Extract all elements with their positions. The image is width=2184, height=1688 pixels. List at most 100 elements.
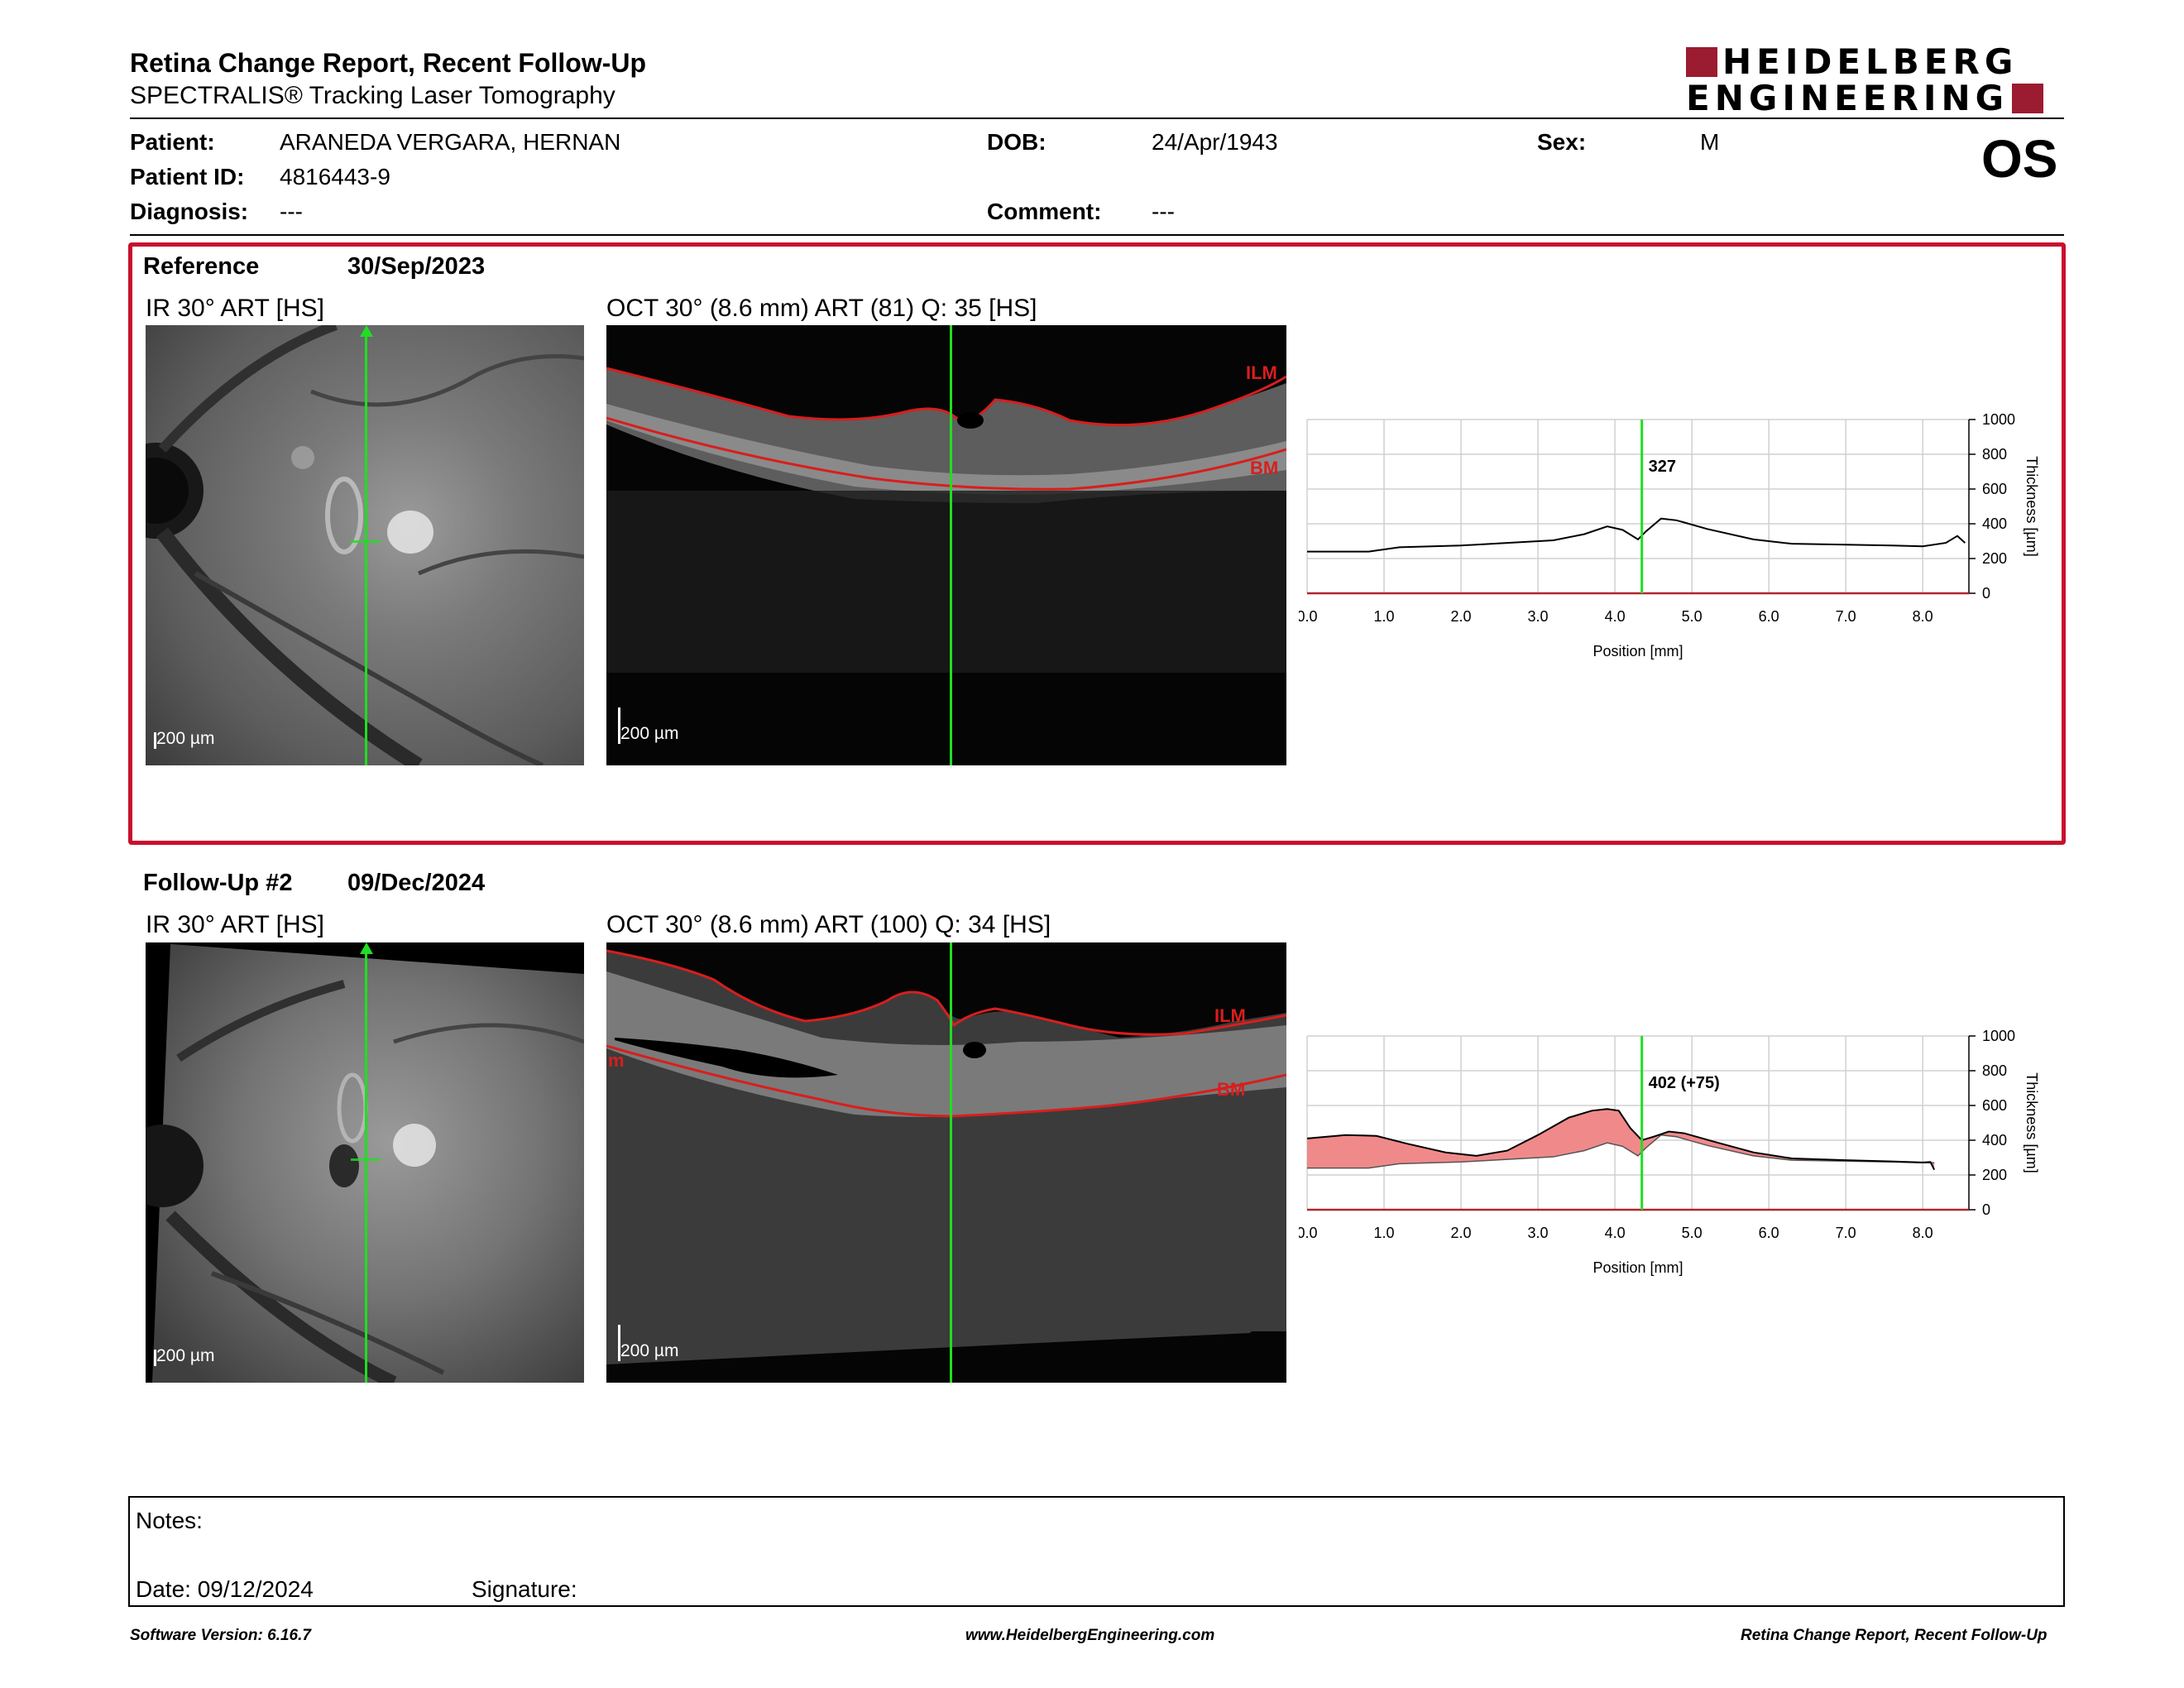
patient-id-label: Patient ID: (130, 164, 245, 189)
y-tick-label: 1000 (1982, 411, 2015, 428)
patient-name: ARANEDA VERGARA, HERNAN (280, 129, 621, 155)
followup-series-line (1306, 1108, 1936, 1171)
reference-ir-scale-text: 200 µm (156, 729, 215, 748)
comment-label: Comment: (987, 199, 1102, 224)
y-tick-label: 400 (1982, 516, 2007, 532)
reference-bm-label: BM (1250, 458, 1279, 478)
followup-ir-caption: IR 30° ART [HS] (146, 911, 324, 938)
reference-ilm-label: ILM (1246, 362, 1277, 383)
x-tick-label: 6.0 (1759, 1225, 1779, 1241)
logo-line-2: ENGINEERING (1686, 78, 2009, 118)
followup-thickness-chart: 0.0 1.0 2.0 3.0 4.0 5.0 6.0 7.0 8.0 0 200 400 600 800… (1299, 1028, 2040, 1276)
crosshair-icon (351, 1158, 381, 1161)
followup-oct-image: m ILM BM 200 µm (606, 942, 1286, 1383)
followup-oct-scale-text: 200 µm (620, 1341, 679, 1360)
dob-label: DOB: (987, 129, 1046, 155)
followup-oct-scan-line (950, 942, 952, 1383)
x-tick-label: 2.0 (1451, 1225, 1472, 1241)
report-subtitle: SPECTRALIS® Tracking Laser Tomography (130, 82, 615, 109)
patient-id: 4816443-9 (280, 164, 390, 189)
y-axis-label: Thickness [µm] (2024, 456, 2040, 556)
reference-oct-scan-line (950, 325, 952, 765)
sex-label: Sex: (1537, 129, 1587, 155)
arrow-up-icon (360, 325, 373, 337)
patient-divider (130, 234, 2064, 236)
y-tick-label: 200 (1982, 550, 2007, 567)
x-tick-label: 5.0 (1682, 1225, 1703, 1241)
y-tick-label: 1000 (1982, 1028, 2015, 1044)
followup-ir-scale-text: 200 µm (156, 1346, 215, 1365)
x-tick-label: 8.0 (1913, 1225, 1933, 1241)
reference-ir-caption: IR 30° ART [HS] (146, 295, 324, 322)
followup-m-label: m (608, 1050, 625, 1071)
x-tick-label: 0.0 (1299, 1225, 1318, 1241)
arrow-up-icon (360, 942, 373, 954)
patient-label: Patient: (130, 129, 215, 155)
crosshair-icon (351, 540, 381, 543)
x-tick-label: 3.0 (1528, 608, 1549, 625)
notes-box (128, 1496, 2065, 1607)
heidelberg-logo: HEIDELBERG ENGINEERING (1686, 41, 2060, 118)
reference-date: 30/Sep/2023 (347, 253, 486, 280)
marker-value-label: 327 (1649, 458, 1676, 476)
y-tick-label: 400 (1982, 1132, 2007, 1149)
y-tick-label: 200 (1982, 1167, 2007, 1183)
x-tick-label: 7.0 (1836, 1225, 1856, 1241)
reference-frame (128, 242, 2066, 845)
comment-value: --- (1152, 199, 1175, 224)
footer-report-name: Retina Change Report, Recent Follow-Up (1741, 1627, 2048, 1644)
signature-label: Signature: (472, 1576, 577, 1602)
notes-label: Notes: (136, 1508, 203, 1533)
x-tick-label: 3.0 (1528, 1225, 1549, 1241)
y-tick-label: 600 (1982, 481, 2007, 497)
x-tick-label: 8.0 (1913, 608, 1933, 625)
reference-oct-scale: 200 µm (618, 707, 678, 744)
followup-ir-scale: 200 µm (154, 1346, 214, 1366)
y-tick-label: 600 (1982, 1097, 2007, 1114)
reference-ir-image: 200 µm (146, 325, 584, 765)
diagnosis-value: --- (280, 199, 303, 224)
sex-value: M (1700, 129, 1720, 155)
followup-ilm-label: ILM (1214, 1005, 1246, 1026)
x-tick-label: 4.0 (1605, 1225, 1626, 1241)
x-tick-label: 6.0 (1759, 608, 1779, 625)
footer-website: www.HeidelbergEngineering.com (965, 1627, 1215, 1644)
reference-oct-caption: OCT 30° (8.6 mm) ART (81) Q: 35 [HS] (606, 295, 1037, 322)
followup-label: Follow-Up #2 (143, 870, 293, 896)
logo-line-1: HEIDELBERG (1722, 41, 2019, 82)
reference-ir-scan-line (365, 332, 367, 765)
diagnosis-label: Diagnosis: (130, 199, 249, 224)
reference-oct-image: ILM BM 200 µm (606, 325, 1286, 765)
dob-value: 24/Apr/1943 (1152, 129, 1278, 155)
x-axis-label: Position [mm] (1592, 1259, 1683, 1276)
eye-indicator: OS (1981, 129, 2058, 189)
reference-ir-scale: 200 µm (154, 729, 214, 749)
y-tick-label: 0 (1982, 585, 1990, 602)
followup-bm-label: BM (1217, 1079, 1246, 1100)
y-tick-label: 800 (1982, 1062, 2007, 1079)
x-tick-label: 2.0 (1451, 608, 1472, 625)
marker-value-label: 402 (+75) (1649, 1074, 1720, 1092)
followup-date: 09/Dec/2024 (347, 870, 486, 896)
x-tick-label: 1.0 (1374, 608, 1395, 625)
reference-label: Reference (143, 253, 260, 280)
followup-oct-scale: 200 µm (618, 1325, 678, 1361)
x-tick-label: 5.0 (1682, 608, 1703, 625)
notes-date: Date: 09/12/2024 (136, 1576, 314, 1602)
y-tick-label: 0 (1982, 1201, 1990, 1218)
thickness-series-line (1307, 517, 1966, 553)
x-tick-label: 0.0 (1299, 608, 1318, 625)
y-axis-label: Thickness [µm] (2024, 1072, 2040, 1172)
report-title: Retina Change Report, Recent Follow-Up (130, 48, 647, 78)
x-axis-label: Position [mm] (1592, 643, 1683, 659)
logo-square-icon (2012, 84, 2044, 113)
x-tick-label: 4.0 (1605, 608, 1626, 625)
followup-ir-image: 200 µm (146, 942, 584, 1383)
header-divider (130, 117, 2064, 119)
y-tick-label: 800 (1982, 446, 2007, 463)
reference-oct-scale-text: 200 µm (620, 724, 679, 743)
followup-oct-caption: OCT 30° (8.6 mm) ART (100) Q: 34 [HS] (606, 911, 1051, 938)
followup-ir-scan-line (365, 949, 367, 1383)
x-tick-label: 1.0 (1374, 1225, 1395, 1241)
footer-software-version: Software Version: 6.16.7 (130, 1627, 311, 1644)
